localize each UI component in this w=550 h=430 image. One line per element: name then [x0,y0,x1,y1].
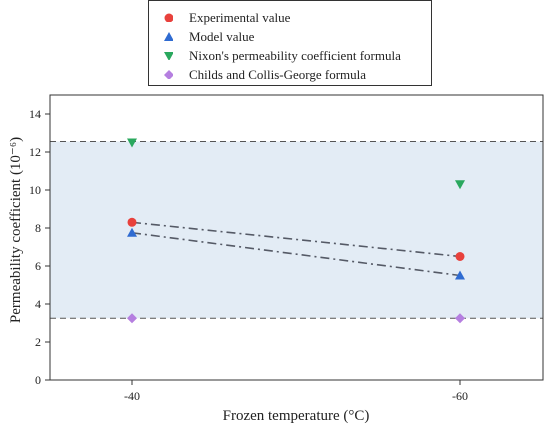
y-tick-label: 10 [29,183,41,197]
legend-marker-shape [164,52,173,60]
y-tick-label: 2 [35,335,41,349]
legend-marker [164,32,173,41]
legend-marker [164,70,173,79]
shaded-range-band [50,141,543,319]
data-point [127,227,137,237]
x-axis-title: Frozen temperature (°C) [223,408,370,424]
data-point [127,217,137,227]
legend-item: Model value [149,28,431,46]
legend-marker-shape [164,32,173,41]
legend-label: Model value [189,29,255,44]
legend-item: Childs and Collis-George formula [149,66,431,84]
data-point [455,180,465,190]
series-line-0 [131,221,461,258]
y-tick-label: 8 [35,221,41,235]
data-point [127,313,137,324]
x-tick-label: -40 [124,389,140,403]
y-tick-label: 14 [29,107,41,121]
legend-item: Experimental value [149,9,431,27]
y-tick-label: 6 [35,259,41,273]
y-tick-label: 12 [29,145,41,159]
legend-label: Nixon's permeability coefficient formula [189,48,401,63]
data-point [455,313,465,324]
legend-marker [164,13,173,22]
series-line-1 [131,231,461,277]
legend: Experimental value Model value Nixon's per… [148,0,432,86]
legend-marker [164,52,173,60]
legend-item: Nixon's permeability coefficient formula [149,47,431,65]
y-tick-label: 4 [35,297,41,311]
y-tick-label: 0 [35,373,41,387]
y-axis-title: Permeability coefficient (10⁻⁶) [8,137,24,323]
data-point [127,138,137,148]
legend-marker-shape [164,13,173,22]
data-point [455,270,465,280]
legend-label: Childs and Collis-George formula [189,67,367,82]
legend-label: Experimental value [189,10,291,25]
plot-area-frame [49,94,544,381]
x-tick-label: -60 [452,389,468,403]
data-point [455,252,465,261]
legend-marker-shape [164,70,173,79]
